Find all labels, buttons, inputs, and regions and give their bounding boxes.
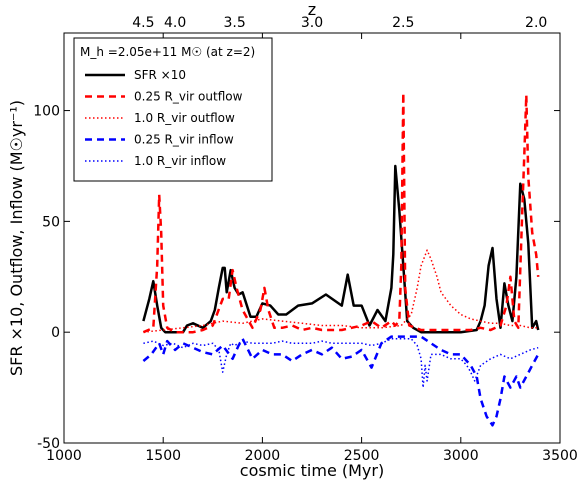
y-tick-label: -50 (37, 436, 60, 452)
y-axis-ticks: -50 0 50 100 (33, 104, 560, 452)
series-line-0 (142, 164, 540, 334)
legend-label: 0.25 R_vir inflow (134, 133, 234, 147)
top-tick-label: 3.5 (223, 15, 245, 31)
legend-label: 1.0 R_vir outflow (134, 111, 235, 125)
legend-title: M_h =2.05e+11 M☉ (at z=2) (80, 45, 255, 59)
y-axis-label: SFR ×10, Outflow, Inflow (M☉yr⁻¹) (7, 100, 26, 376)
legend: M_h =2.05e+11 M☉ (at z=2) SFR ×10 0.25 R_… (73, 37, 273, 182)
top-tick-label: 2.0 (525, 15, 547, 31)
legend-label: 1.0 R_vir inflow (134, 154, 226, 168)
legend-items: SFR ×10 0.25 R_vir outflow 1.0 R_vir outfl… (85, 68, 243, 168)
x-tick-label: 3500 (542, 448, 578, 464)
legend-label: 0.25 R_vir outflow (134, 90, 243, 104)
series-line-4 (143, 338, 539, 389)
y-tick-label: 50 (42, 214, 60, 230)
x-tick-label: 2000 (245, 448, 281, 464)
y-tick-label: 0 (51, 325, 60, 341)
series-layer (142, 91, 540, 427)
x-tick-label: 2500 (344, 448, 380, 464)
x-axis-label: cosmic time (Myr) (240, 461, 384, 480)
top-axis-ticks: 4.5 4.0 3.5 3.0 2.5 2.0 (132, 15, 547, 31)
x-tick-label: 1000 (46, 448, 82, 464)
top-tick-label: 4.5 (132, 15, 154, 31)
x-axis-ticks: 1000 1500 2000 2500 3000 3500 (46, 33, 578, 464)
series-line-2 (143, 249, 539, 333)
legend-box (73, 37, 273, 182)
top-tick-label: 2.5 (392, 15, 414, 31)
top-tick-label: 3.0 (301, 15, 323, 31)
top-axis-label: z (308, 0, 316, 19)
top-tick-label: 4.0 (164, 15, 186, 31)
y-tick-label: 100 (33, 104, 60, 120)
x-tick-label: 3000 (443, 448, 479, 464)
plot-frame (63, 32, 561, 444)
series-line-3 (142, 335, 540, 427)
legend-label: SFR ×10 (134, 68, 186, 82)
x-tick-label: 1500 (145, 448, 181, 464)
